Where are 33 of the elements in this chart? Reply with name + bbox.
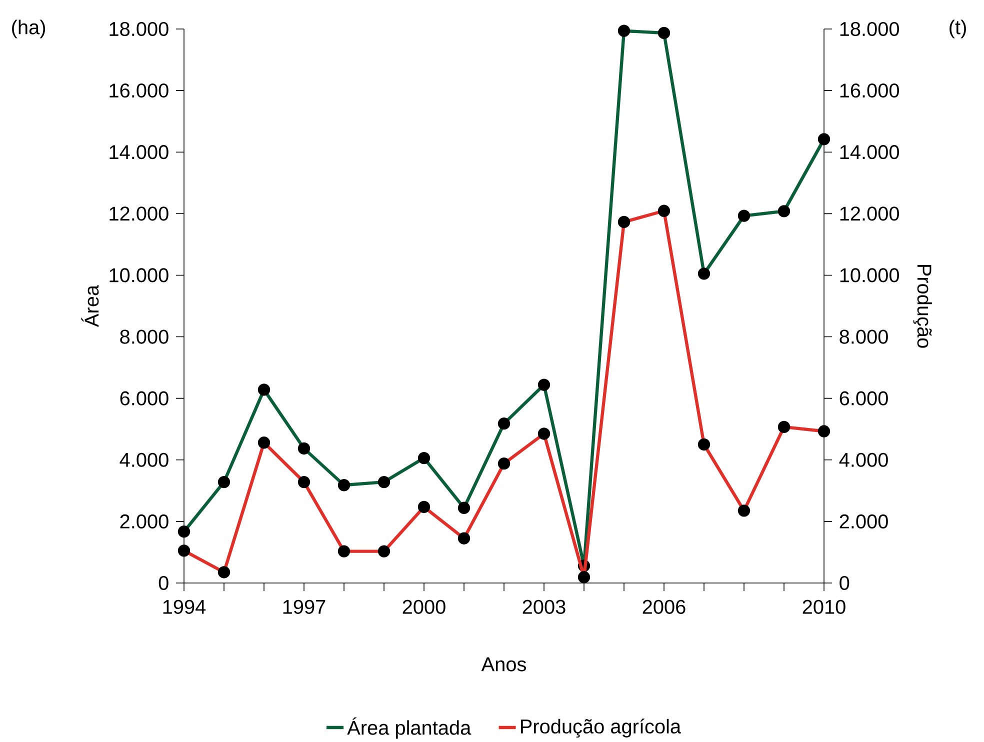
y-tick-label: 4.000 — [120, 453, 168, 468]
x-tick-label: 2010 — [802, 600, 846, 614]
y2-tick-label: 14.000 — [840, 145, 899, 160]
y2-tick-label: 2.000 — [840, 514, 888, 529]
x-tick-label: 2006 — [642, 600, 686, 614]
y-tick-label: 18.000 — [110, 22, 168, 36]
legend-label: Área plantada — [347, 718, 472, 739]
y2-tick-label: 12.000 — [840, 206, 899, 221]
text: (t) — [950, 20, 966, 38]
x-tick-label: 2000 — [402, 600, 446, 614]
y2-tick-label: 10.000 — [840, 268, 899, 282]
y2-axis-title: Produção — [913, 265, 932, 348]
y-tick-label: 16.000 — [110, 84, 168, 98]
y2-tick-label: 8.000 — [840, 330, 888, 344]
y2-tick-label: 4.000 — [839, 453, 888, 468]
x-tick-label: 1997 — [283, 600, 326, 614]
x-axis-title: Anos — [481, 658, 526, 672]
y2-tick-label: 6.000 — [840, 391, 888, 406]
y2-tick-label: 18.000 — [840, 22, 899, 36]
y2-tick-label: 16.000 — [840, 84, 899, 98]
y-tick-label: 14.000 — [110, 145, 168, 160]
x-tick-label: 1994 — [163, 600, 206, 614]
x-tick-label: 2003 — [522, 600, 566, 614]
y-tick-label: 12.000 — [110, 206, 168, 221]
legend-label: Produção agrícola — [521, 718, 682, 738]
y-tick-label: 10.000 — [110, 268, 168, 282]
y2-tick-label: 0 — [840, 576, 850, 590]
text: (ha) — [12, 20, 46, 38]
y-axis-title: Área — [81, 285, 99, 328]
y-tick-label: 6.000 — [120, 391, 168, 406]
y-tick-label: 0 — [158, 576, 168, 590]
y-tick-label: 8.000 — [120, 330, 168, 344]
y-tick-label: 2.000 — [120, 514, 168, 529]
